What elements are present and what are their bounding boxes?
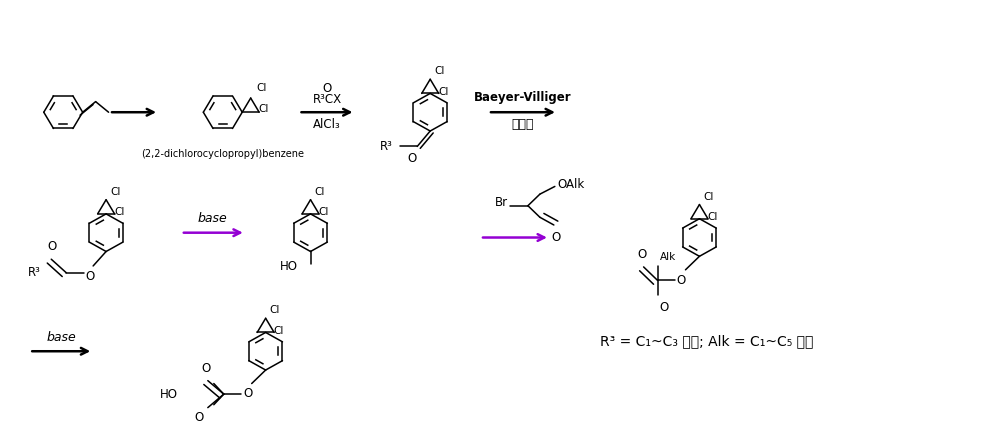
Text: (2,2-dichlorocyclopropyl)benzene: (2,2-dichlorocyclopropyl)benzene [141,149,304,159]
Text: R³CX: R³CX [312,93,342,106]
Text: R³: R³ [379,140,392,153]
Text: Cl: Cl [110,187,120,197]
Text: O: O [551,231,560,244]
Text: O: O [195,411,204,424]
Text: Baeyer-Villiger: Baeyer-Villiger [474,91,572,104]
Text: O: O [86,270,95,283]
Text: Cl: Cl [114,207,124,218]
Text: OAlk: OAlk [558,178,585,191]
Text: R³ = C₁~C₃ 烷烃; Alk = C₁~C₅ 烷烃: R³ = C₁~C₃ 烷烃; Alk = C₁~C₅ 烷烃 [600,334,813,348]
Text: Alk: Alk [660,252,676,262]
Text: O: O [322,82,332,95]
Text: Cl: Cl [259,104,269,114]
Text: Cl: Cl [257,83,267,93]
Text: base: base [46,331,76,344]
Text: base: base [198,212,228,225]
Text: Cl: Cl [270,306,280,315]
Text: O: O [201,362,210,375]
Text: Cl: Cl [703,192,714,201]
Text: O: O [408,152,417,165]
Text: Cl: Cl [434,66,445,76]
Text: O: O [637,248,646,261]
Text: AlCl₃: AlCl₃ [313,118,341,131]
Text: Cl: Cl [315,187,325,197]
Text: HO: HO [280,261,298,273]
Text: Cl: Cl [274,326,284,336]
Text: Cl: Cl [438,87,449,97]
Text: O: O [677,274,686,286]
Text: 过氧酸: 过氧酸 [512,118,534,131]
Text: Br: Br [495,196,508,210]
Text: Cl: Cl [707,212,718,222]
Text: O: O [48,241,57,253]
Text: O: O [660,300,669,314]
Text: R³: R³ [27,266,40,279]
Text: O: O [243,387,252,400]
Text: HO: HO [160,388,178,401]
Text: Cl: Cl [319,207,329,218]
